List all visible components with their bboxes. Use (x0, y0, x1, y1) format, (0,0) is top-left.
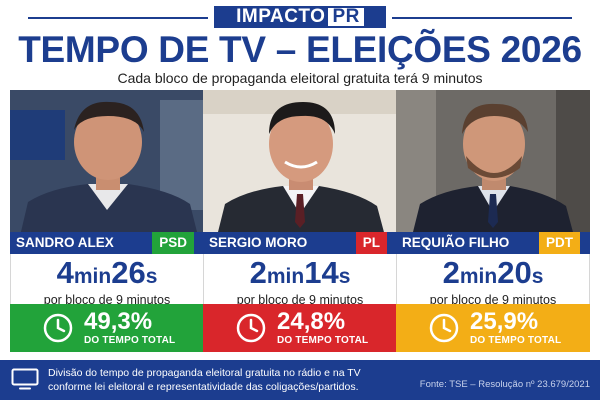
time-seconds-unit: s (531, 265, 544, 288)
brand-row: IMPACTO PR (0, 6, 600, 28)
page-subtitle: Cada bloco de propaganda eleitoral gratu… (117, 70, 483, 86)
clock-icon (429, 313, 459, 343)
time-share-percent: 49,3% (84, 308, 153, 335)
footer-bar: Divisão do tempo de propaganda eleitoral… (0, 360, 600, 400)
candidate-name-bar: SANDRO ALEX PSD (10, 232, 204, 254)
time-share-label: DO TEMPO TOTAL (277, 335, 369, 346)
tv-time-box: 2min20s por bloco de 9 minutos (396, 254, 590, 307)
per-block-label: por bloco de 9 minutos (429, 293, 557, 307)
per-block-label: por bloco de 9 minutos (43, 293, 171, 307)
time-seconds: 26 (111, 255, 146, 290)
time-minutes: 2 (249, 255, 267, 290)
time-share-label: DO TEMPO TOTAL (470, 335, 562, 346)
candidate-photo (396, 90, 590, 236)
candidate-photo (203, 90, 397, 236)
time-minutes-unit: min (73, 265, 112, 288)
brand-divider-left (28, 17, 208, 19)
time-share-box: 25,9% DO TEMPO TOTAL (396, 304, 590, 352)
brand-name: IMPACTO (236, 6, 326, 27)
brand-suffix: PR (328, 7, 364, 26)
time-seconds-unit: s (145, 265, 158, 288)
candidate-name-bar: REQUIÃO FILHO PDT (396, 232, 590, 254)
candidate-portrait-icon (10, 90, 204, 236)
candidate-name: REQUIÃO FILHO (402, 235, 510, 250)
time-minutes-unit: min (266, 265, 305, 288)
candidate-portrait-icon (396, 90, 590, 236)
per-block-label: por bloco de 9 minutos (236, 293, 364, 307)
candidate-card-2: SERGIO MORO PL 2min14s por bloco de 9 mi… (203, 90, 397, 352)
candidate-portrait-icon (203, 90, 397, 236)
candidate-card-3: REQUIÃO FILHO PDT 2min20s por bloco de 9… (396, 90, 590, 352)
page-title: TEMPO DE TV – ELEIÇÕES 2026 (18, 29, 582, 70)
time-share-percent: 25,9% (470, 308, 539, 335)
candidate-card-1: SANDRO ALEX PSD 4min26s por bloco de 9 m… (10, 90, 204, 352)
candidate-name-bar: SERGIO MORO PL (203, 232, 397, 254)
brand-logo: IMPACTO PR (214, 6, 386, 28)
tv-time: 2min14s (204, 255, 396, 294)
clock-icon (43, 313, 73, 343)
tv-icon (11, 368, 39, 390)
time-share-box: 49,3% DO TEMPO TOTAL (10, 304, 204, 352)
time-minutes: 4 (56, 255, 74, 290)
time-minutes-unit: min (459, 265, 498, 288)
tv-time: 4min26s (11, 255, 203, 294)
candidate-name: SANDRO ALEX (16, 235, 114, 250)
brand-divider-right (392, 17, 572, 19)
time-share-label: DO TEMPO TOTAL (84, 335, 176, 346)
party-badge: PL (355, 232, 387, 254)
time-seconds: 14 (304, 255, 339, 290)
time-share-box: 24,8% DO TEMPO TOTAL (203, 304, 397, 352)
time-seconds-unit: s (338, 265, 351, 288)
footer-description: Divisão do tempo de propaganda eleitoral… (48, 367, 361, 393)
clock-icon (236, 313, 266, 343)
time-seconds: 20 (497, 255, 532, 290)
candidate-photo (10, 90, 204, 236)
party-badge: PSD (152, 232, 194, 254)
tv-time-box: 2min14s por bloco de 9 minutos (203, 254, 397, 307)
footer-source: Fonte: TSE – Resolução nº 23.679/2021 (419, 379, 590, 390)
tv-time: 2min20s (397, 255, 589, 294)
time-minutes: 2 (442, 255, 460, 290)
party-badge: PDT (539, 232, 580, 254)
candidate-name: SERGIO MORO (209, 235, 308, 250)
time-share-percent: 24,8% (277, 308, 346, 335)
tv-time-box: 4min26s por bloco de 9 minutos (10, 254, 204, 307)
